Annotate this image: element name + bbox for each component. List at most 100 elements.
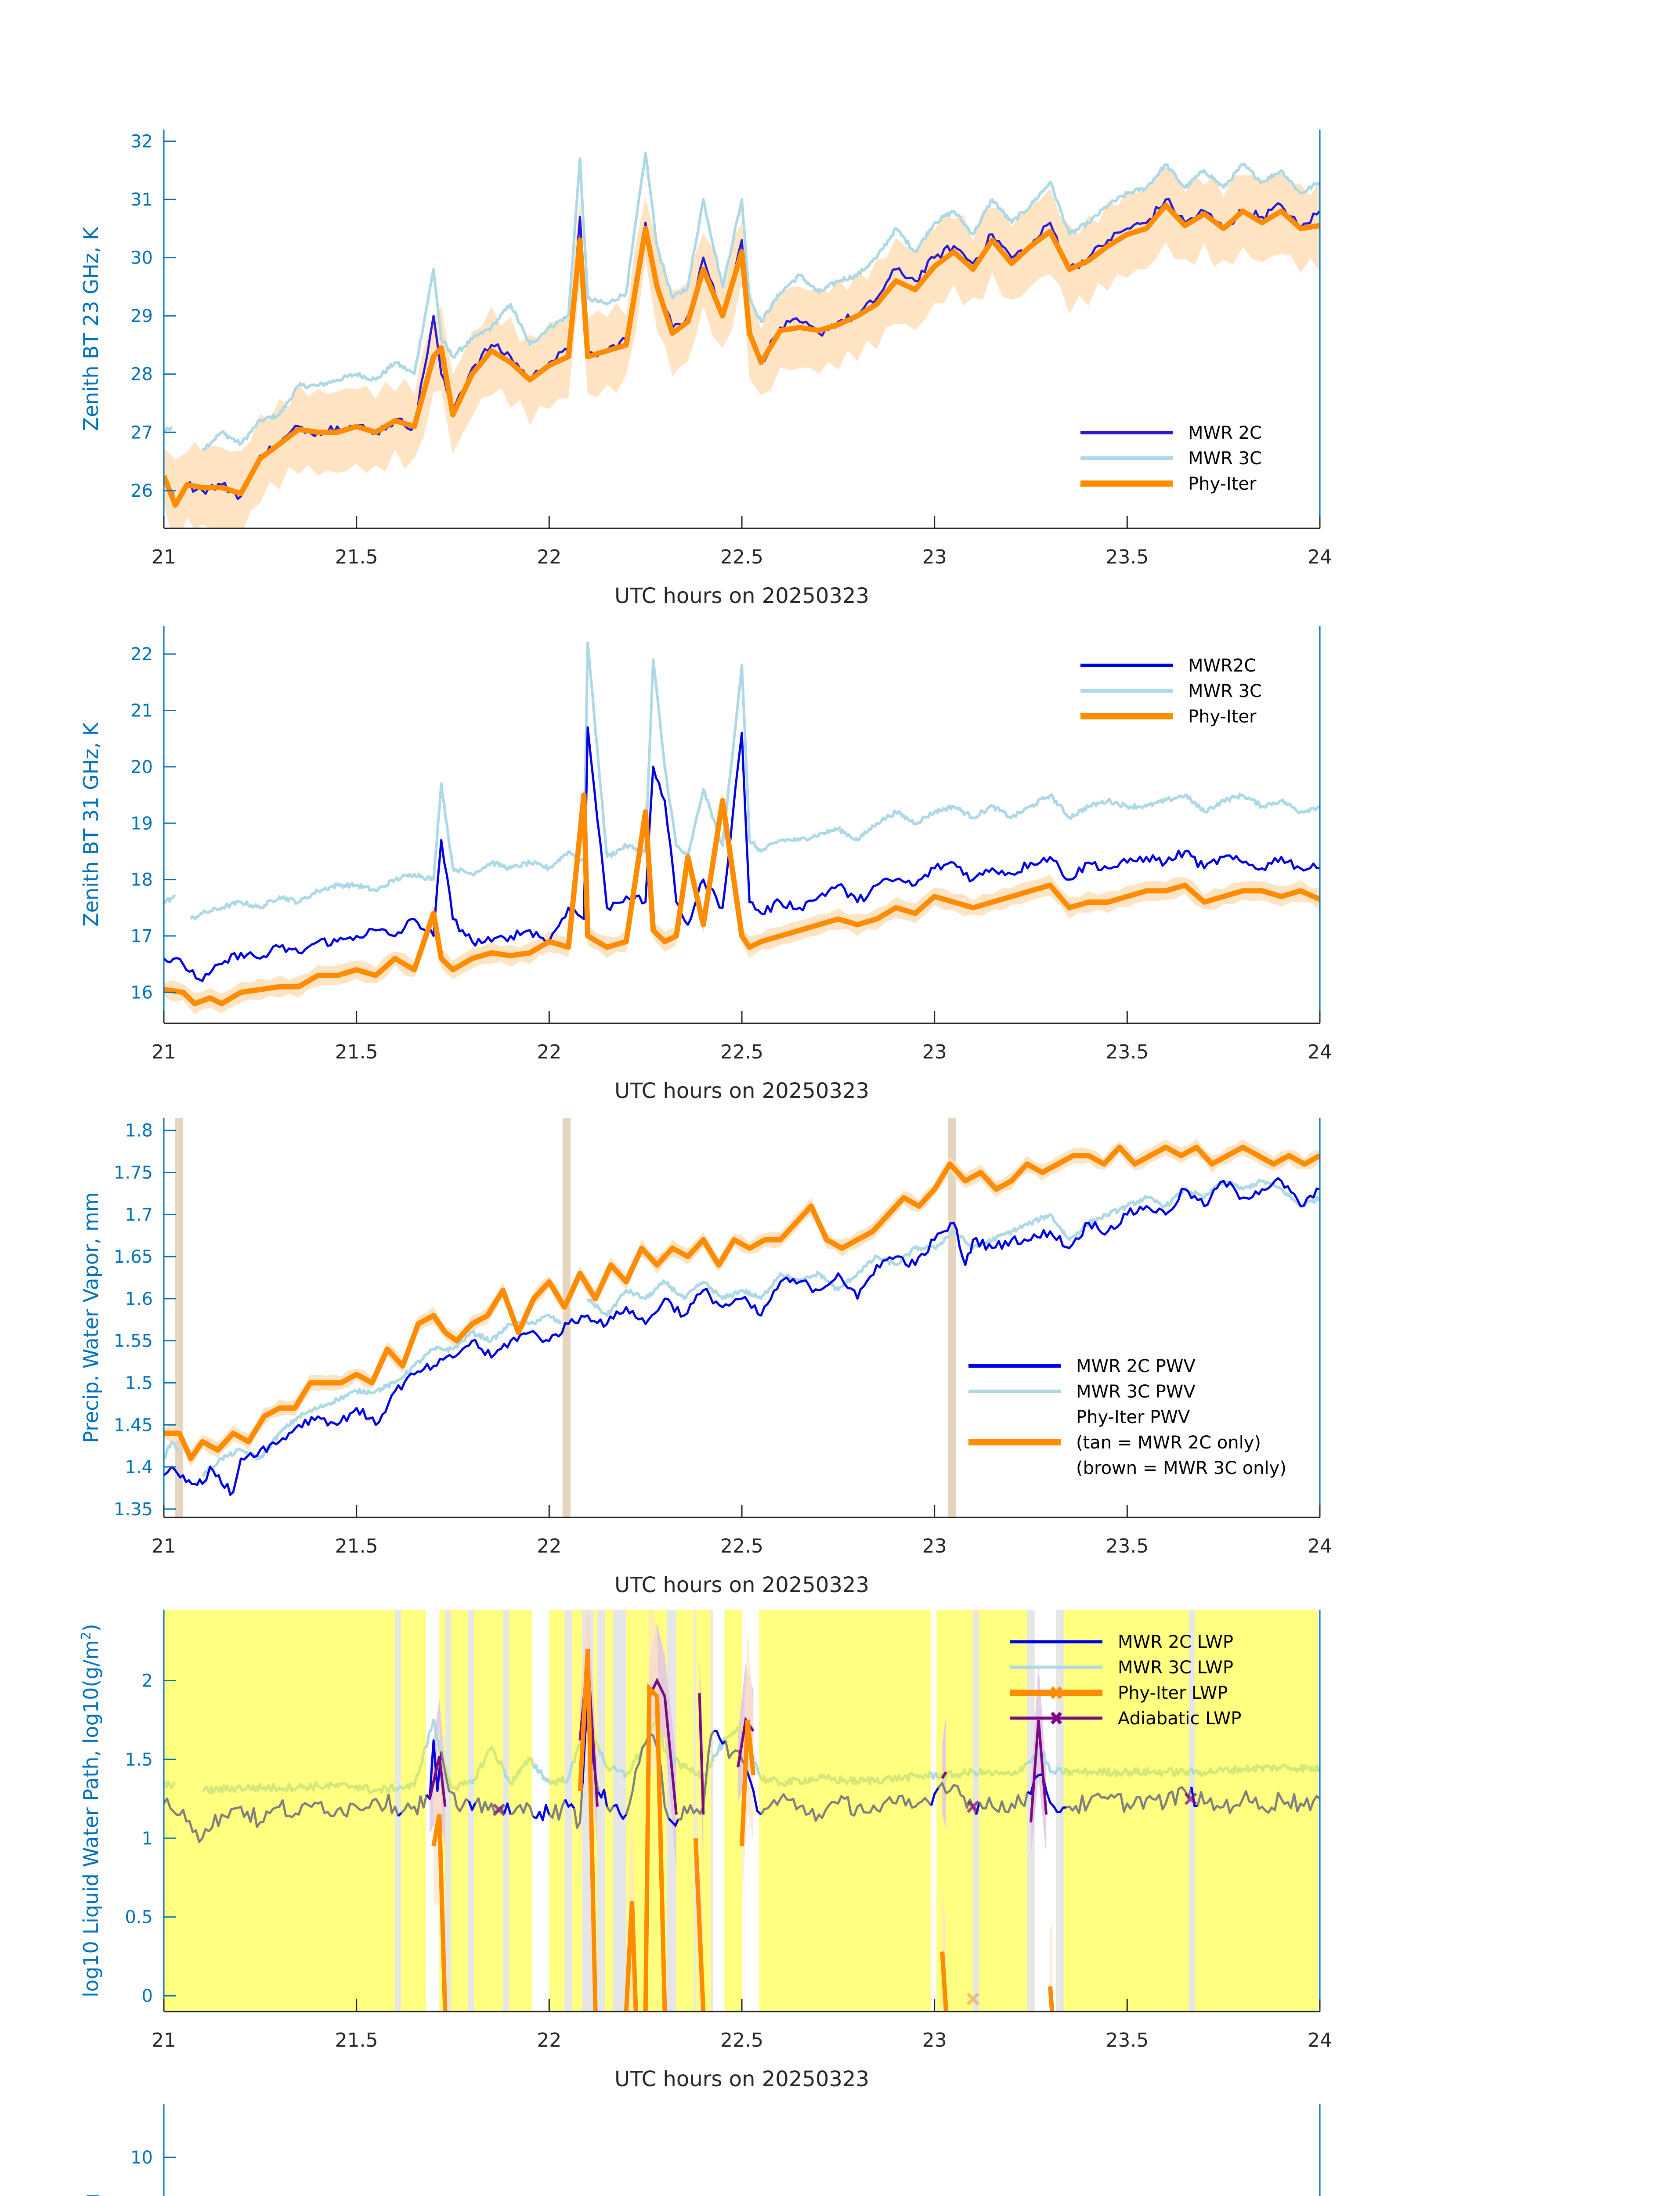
flag-band	[1189, 1610, 1195, 2012]
series-mwr-2c-lwp	[397, 1812, 402, 1817]
series-mwr-3c-lwp	[604, 1764, 614, 1773]
series-mwr-2c-lwp	[597, 1788, 608, 1807]
y-tick-label: 1.5	[125, 1750, 153, 1770]
y-tick-label: 1.7	[125, 1205, 153, 1225]
y-tick-label: 30	[130, 248, 153, 268]
flag-band	[395, 1610, 401, 2012]
series-phy-iter-lwp	[578, 1649, 598, 2012]
y-tick-label: 17	[130, 926, 153, 946]
y-tick-label: 1.5	[125, 1373, 153, 1393]
x-tick-label: 21	[152, 1041, 176, 1063]
y-axis-label: Precip. Water Vapor, mm	[79, 1192, 103, 1443]
y-tick-label: 1.8	[125, 1121, 153, 1141]
series-mwr-2c-lwp	[1066, 1786, 1193, 1814]
x-tick-label: 24	[1308, 546, 1332, 568]
x-tick-label: 22	[537, 1041, 561, 1063]
series-phy-iter-lwp	[1048, 1986, 1055, 2012]
series-mwr-2c-lwp	[164, 1793, 400, 1843]
series-mwr-2c-lwp	[937, 1782, 978, 1815]
series-phy-iter-lwp	[431, 1814, 448, 2012]
y-tick-label: 18	[130, 870, 153, 890]
y-tick-label: 28	[130, 365, 153, 385]
adiabatic-uncertainty-band	[1031, 1663, 1047, 1858]
x-tick-label: 21	[152, 546, 176, 568]
legend-label: MWR2C	[1188, 656, 1256, 676]
series-mwr-2c-lwp	[401, 1794, 428, 1816]
series-mwr-2c-lwp	[468, 1801, 477, 1811]
y-tick-label: 19	[130, 813, 153, 834]
x-axis-label: UTC hours on 20250323	[614, 1573, 869, 1597]
y-tick-label: 1.55	[114, 1331, 153, 1351]
highlight-band-tan	[948, 1118, 956, 1517]
series-mwr-3c-lwp	[593, 1732, 600, 1750]
y-tick-label: 27	[130, 423, 153, 443]
series-mwr-3c-lwp	[531, 1763, 551, 1784]
panel-pwv: 21 21.5 22 22.5 23 23.5 24 1.35 1.4 1.45 1.5 1.55 1.…	[79, 1118, 1332, 1597]
series-adiabatic-lwp	[1030, 1719, 1048, 1823]
series-mwr-3c-lwp	[973, 1771, 980, 1777]
panel-lwp: 21 21.5 22 22.5 23 23.5 24 0 0.5 1 1.5 2 UTC hours o…	[79, 1610, 1332, 2091]
series-mwr-2c-lwp	[1196, 1790, 1320, 1814]
paren-close: )	[79, 1624, 103, 1632]
legend-label: MWR 3C LWP	[1118, 1658, 1233, 1678]
x-tick-label: 23	[922, 546, 947, 568]
legend-label: MWR 2C PWV	[1076, 1356, 1196, 1376]
plot-area	[164, 1118, 1320, 1517]
legend-label: MWR 2C	[1188, 423, 1262, 443]
series-mwr-3c-lwp	[1195, 1763, 1320, 1777]
phy-iter-uncertainty-band	[164, 168, 1320, 528]
series-mwr-2c-lwp	[564, 1799, 575, 1809]
flag-band	[564, 1610, 572, 2012]
series-mwr-3c-lwp	[565, 1761, 574, 1784]
x-tick-label: 23	[922, 1535, 947, 1557]
y-tick-label: 26	[130, 481, 153, 501]
series-mwr-2c	[164, 726, 1320, 982]
series-phy-iter-lwp	[624, 1901, 638, 2012]
series-mwr-3c-lwp	[503, 1769, 510, 1782]
flag-band	[445, 1610, 451, 2012]
legend-label: Adiabatic LWP	[1118, 1708, 1241, 1729]
x-marker	[1184, 1792, 1197, 1806]
series-adiabatic-lwp	[648, 1677, 678, 1815]
series-mwr-2c-lwp	[978, 1791, 1029, 1813]
legend-label: Phy-Iter	[1188, 474, 1257, 494]
legend-label: (tan = MWR 2C only)	[1076, 1433, 1261, 1453]
series-mwr-2c-lwp	[613, 1804, 627, 1820]
series-mwr-3c-lwp	[202, 1781, 398, 1795]
series-mwr-3c-lwp	[548, 1775, 566, 1786]
series-mwr-3c-lwp	[395, 1785, 402, 1792]
y-tick-label: 0.5	[125, 1907, 153, 1928]
series-mwr-2c-lwp	[510, 1802, 535, 1817]
x-tick-label: 23.5	[1106, 2029, 1149, 2052]
clear-sky-band	[979, 1610, 1027, 2012]
x-tick-label: 23	[922, 1041, 947, 1063]
y-axis-label: Zenith BT 31 GHz, K	[79, 722, 103, 927]
plot-area	[164, 1610, 1320, 2012]
x-tick-label: 21	[152, 2029, 176, 2052]
x-tick-label: 23.5	[1106, 546, 1149, 568]
series-phy-iter-lwp	[940, 1951, 948, 2012]
clear-sky-band	[759, 1610, 931, 2012]
series-mwr-2c-lwp	[503, 1802, 512, 1815]
y-tick-label: 10	[130, 2148, 153, 2168]
clear-sky-band	[164, 1610, 395, 2012]
series-phy-iter-lwp	[693, 1838, 706, 2012]
series-phy-iter-lwp	[740, 1719, 756, 1846]
series-adiabatic-lwp	[941, 1771, 947, 1779]
y-tick-label: 1.4	[125, 1457, 153, 1477]
x-tick-label: 23.5	[1106, 1535, 1149, 1557]
y-tick-label: 31	[130, 190, 153, 210]
series-mwr-3c-lwp	[758, 1770, 932, 1788]
x-tick-label: 24	[1308, 1535, 1332, 1557]
y-tick-label: 1.35	[114, 1499, 153, 1520]
series-mwr-3c-lwp	[401, 1746, 427, 1791]
y-axis-label: Zenith BT 23 GHz, K	[79, 226, 103, 431]
flag-band	[597, 1610, 605, 2012]
series-mwr-2c	[164, 1177, 1320, 1496]
y-axis-label: log10 Liquid Water Path, log10(g/m2)	[79, 1624, 103, 1997]
series-mwr-3c-lwp	[508, 1756, 535, 1786]
flag-band	[711, 1610, 713, 2012]
x-tick-label: 22.5	[720, 1535, 763, 1557]
